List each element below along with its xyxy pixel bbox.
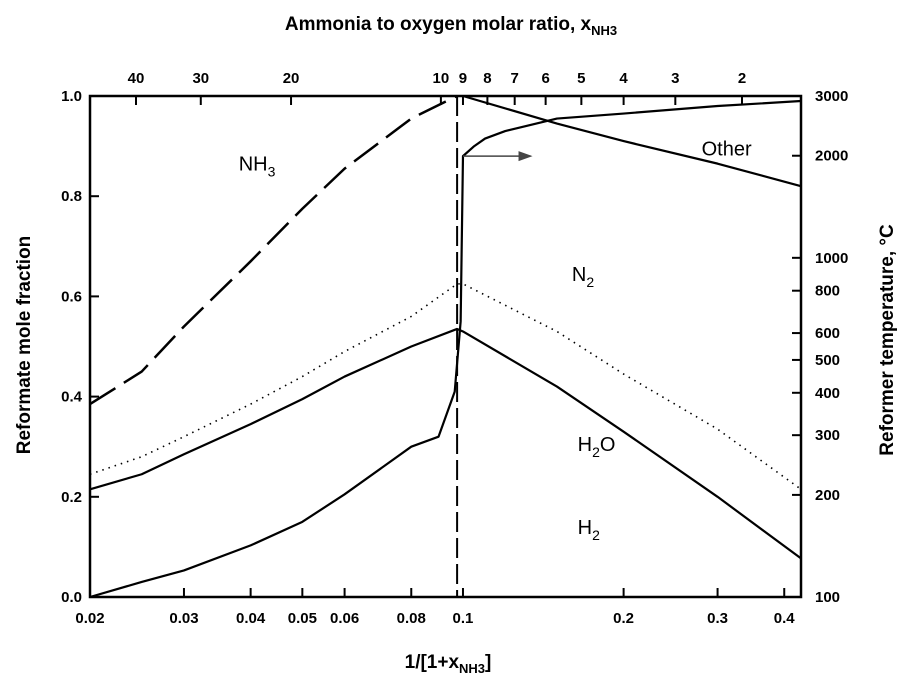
temperature-axis-arrowhead bbox=[518, 151, 533, 162]
y-tick-label-0.6: 0.6 bbox=[61, 288, 82, 305]
x-tick-label-0.03: 0.03 bbox=[169, 610, 198, 627]
right-tick-label-500: 500 bbox=[815, 352, 840, 369]
right-tick-label-100: 100 bbox=[815, 589, 840, 606]
x-tick-label-0.1: 0.1 bbox=[453, 610, 474, 627]
x-tick-label-0.04: 0.04 bbox=[236, 610, 266, 627]
plot-area-border bbox=[88, 94, 803, 599]
bottom-axis-title: 1/[1+xNH3] bbox=[405, 652, 492, 676]
series-layer bbox=[89, 94, 802, 599]
x-tick-label-0.08: 0.08 bbox=[397, 610, 426, 627]
x-tick-label-0.2: 0.2 bbox=[613, 610, 634, 627]
label-other: Other bbox=[702, 139, 752, 161]
top-tick-label-40: 40 bbox=[128, 70, 145, 87]
right-tick-label-600: 600 bbox=[815, 325, 840, 342]
top-tick-label-2: 2 bbox=[738, 70, 746, 87]
top-tick-label-10: 10 bbox=[433, 70, 450, 87]
y-tick-label-0.0: 0.0 bbox=[61, 589, 82, 606]
top-tick-label-20: 20 bbox=[283, 70, 300, 87]
series-nh3 bbox=[89, 94, 458, 406]
label-nh3: NH3 bbox=[239, 154, 276, 180]
right-tick-label-200: 200 bbox=[815, 487, 840, 504]
top-tick-label-30: 30 bbox=[192, 70, 209, 87]
plot-frame bbox=[88, 94, 803, 599]
top-tick-label-5: 5 bbox=[577, 70, 585, 87]
y-tick-label-0.2: 0.2 bbox=[61, 489, 82, 506]
label-h2: H2 bbox=[578, 517, 600, 543]
labels-layer: NH3 Other N2 H2O H2 bbox=[239, 139, 752, 543]
right-axis-title: Reformer temperature, °C bbox=[877, 224, 898, 456]
series-h2o bbox=[89, 283, 802, 490]
top-tick-label-8: 8 bbox=[483, 70, 491, 87]
series-temp bbox=[89, 99, 802, 599]
x-tick-label-0.3: 0.3 bbox=[707, 610, 728, 627]
top-tick-label-3: 3 bbox=[671, 70, 679, 87]
right-tick-label-1000: 1000 bbox=[815, 250, 848, 267]
top-tick-label-7: 7 bbox=[511, 70, 519, 87]
top-tick-label-6: 6 bbox=[541, 70, 549, 87]
label-n2: N2 bbox=[572, 264, 594, 290]
label-h2o: H2O bbox=[578, 434, 616, 460]
x-tick-label-0.05: 0.05 bbox=[288, 610, 317, 627]
top-tick-label-4: 4 bbox=[619, 70, 628, 87]
series-h2 bbox=[89, 327, 802, 560]
ticks-layer: 0.02 0.03 0.04 0.05 0.06 0.08 0.1 0.2 0.3 0.440 30… bbox=[61, 70, 848, 627]
x-tick-label-0.4: 0.4 bbox=[774, 610, 796, 627]
right-tick-label-2000: 2000 bbox=[815, 148, 848, 165]
right-tick-label-3000: 3000 bbox=[815, 88, 848, 105]
y-tick-label-0.8: 0.8 bbox=[61, 188, 82, 205]
right-tick-label-300: 300 bbox=[815, 427, 840, 444]
y-tick-label-1.0: 1.0 bbox=[61, 88, 82, 105]
x-tick-label-0.06: 0.06 bbox=[330, 610, 359, 627]
top-axis-title: Ammonia to oxygen molar ratio, xNH3 bbox=[285, 14, 617, 38]
y-tick-label-0.4: 0.4 bbox=[61, 389, 83, 406]
series-other bbox=[462, 94, 802, 188]
top-tick-label-9: 9 bbox=[459, 70, 467, 87]
x-tick-label-0.02: 0.02 bbox=[75, 610, 104, 627]
right-tick-label-800: 800 bbox=[815, 283, 840, 300]
left-axis-title: Reformate mole fraction bbox=[14, 236, 35, 455]
right-tick-label-400: 400 bbox=[815, 385, 840, 402]
